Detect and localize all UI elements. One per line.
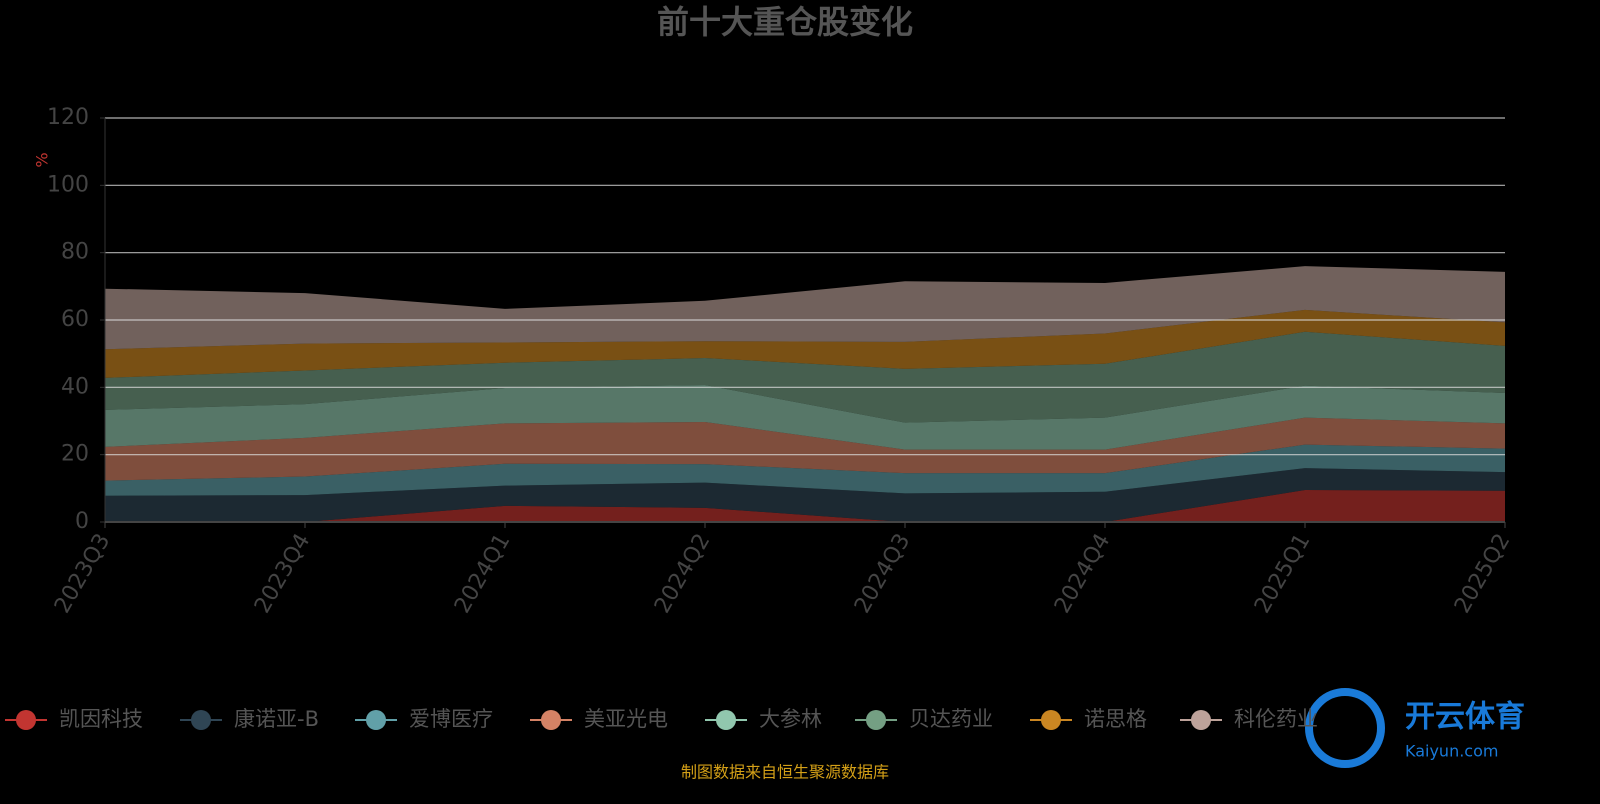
legend-item[interactable]: 爱博医疗 [355, 707, 493, 731]
y-tick-label: 100 [47, 172, 89, 197]
watermark-title: 开云体育 [1405, 700, 1525, 735]
area [105, 331, 1505, 423]
legend-item[interactable]: 康诺亚-B [180, 707, 319, 731]
y-tick-label: 0 [75, 509, 89, 534]
legend-symbol [366, 710, 386, 730]
legend-symbol [191, 710, 211, 730]
legend-item[interactable]: 大参林 [705, 707, 822, 731]
legend-label: 贝达药业 [909, 707, 993, 731]
legend-label: 爱博医疗 [409, 707, 493, 731]
legend-item[interactable]: 诺思格 [1030, 707, 1147, 731]
legend-label: 凯因科技 [59, 707, 143, 731]
legend-label: 科伦药业 [1234, 707, 1318, 731]
watermark: 开云体育 Kaiyun.com [1305, 688, 1525, 768]
legend-symbol [866, 710, 886, 730]
legend-symbol [541, 710, 561, 730]
area [105, 417, 1505, 481]
legend-item[interactable]: 贝达药业 [855, 707, 993, 731]
legend-item[interactable]: 美亚光电 [530, 707, 668, 731]
area [105, 384, 1505, 450]
y-tick-label: 40 [61, 374, 89, 399]
legend-item[interactable]: 科伦药业 [1180, 707, 1318, 731]
y-tick-label: 120 [47, 105, 89, 130]
legend-label: 诺思格 [1084, 707, 1147, 731]
source-note: 制图数据来自恒生聚源数据库 [681, 763, 889, 782]
legend-label: 康诺亚-B [234, 707, 319, 731]
area [105, 266, 1505, 350]
legend-item[interactable]: 凯因科技 [5, 707, 143, 731]
legend-symbol [16, 710, 36, 730]
legend-label: 美亚光电 [584, 707, 668, 731]
legend-label: 大参林 [759, 707, 822, 731]
area [105, 468, 1505, 522]
legend-symbol [1191, 710, 1211, 730]
watermark-logo [1305, 688, 1385, 768]
watermark-url: Kaiyun.com [1405, 742, 1498, 761]
legend-symbol [1041, 710, 1061, 730]
y-tick-label: 60 [61, 307, 89, 332]
area [105, 309, 1505, 378]
y-tick-label: 80 [61, 240, 89, 265]
area [105, 444, 1505, 496]
area [105, 490, 1505, 522]
y-axis-label: % [33, 152, 52, 167]
y-tick-label: 20 [61, 442, 89, 467]
chart-title: 前十大重仓股变化 [657, 3, 913, 41]
legend-symbol [716, 710, 736, 730]
